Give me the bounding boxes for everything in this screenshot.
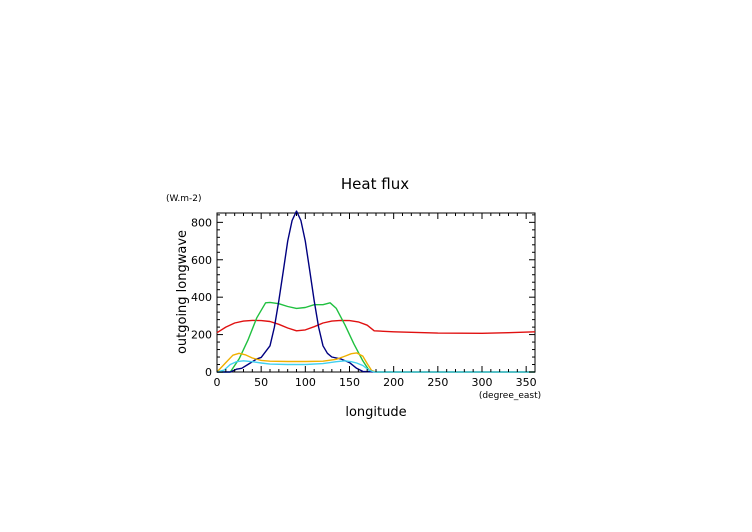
- series-line-5: [216, 360, 535, 373]
- y-unit-label: (W.m-2): [166, 194, 202, 204]
- x-tick-label: 350: [516, 376, 537, 389]
- axes-group: 0 50 100 150 200 250 300 350 0 200 400 600 800: [191, 213, 537, 389]
- x-tick-label: 250: [427, 376, 448, 389]
- y-tick-label: 800: [191, 216, 212, 229]
- y-axis-label: outgoing longwave: [175, 230, 190, 354]
- x-tick-label: 300: [472, 376, 493, 389]
- series-group: [216, 210, 536, 373]
- x-tick-label: 50: [254, 376, 268, 389]
- series-line-1: [216, 319, 536, 334]
- y-tick-label: 400: [191, 291, 212, 304]
- x-tick-label: 100: [295, 376, 316, 389]
- x-tick-label: 150: [339, 376, 360, 389]
- x-axis-label: longitude: [345, 405, 406, 420]
- x-tick-label: 0: [214, 376, 221, 389]
- series-line-4: [216, 352, 535, 373]
- series-line-2: [217, 301, 535, 373]
- chart-title: Heat flux: [341, 175, 409, 193]
- y-tick-label: 600: [191, 254, 212, 267]
- plot-frame: [216, 212, 536, 373]
- x-tick-label: 200: [383, 376, 404, 389]
- y-tick-label: 200: [191, 329, 212, 342]
- x-unit-label: (degree_east): [479, 391, 541, 401]
- plot-area: [216, 212, 536, 373]
- y-tick-label: 0: [205, 366, 212, 379]
- series-line-3: [217, 210, 535, 373]
